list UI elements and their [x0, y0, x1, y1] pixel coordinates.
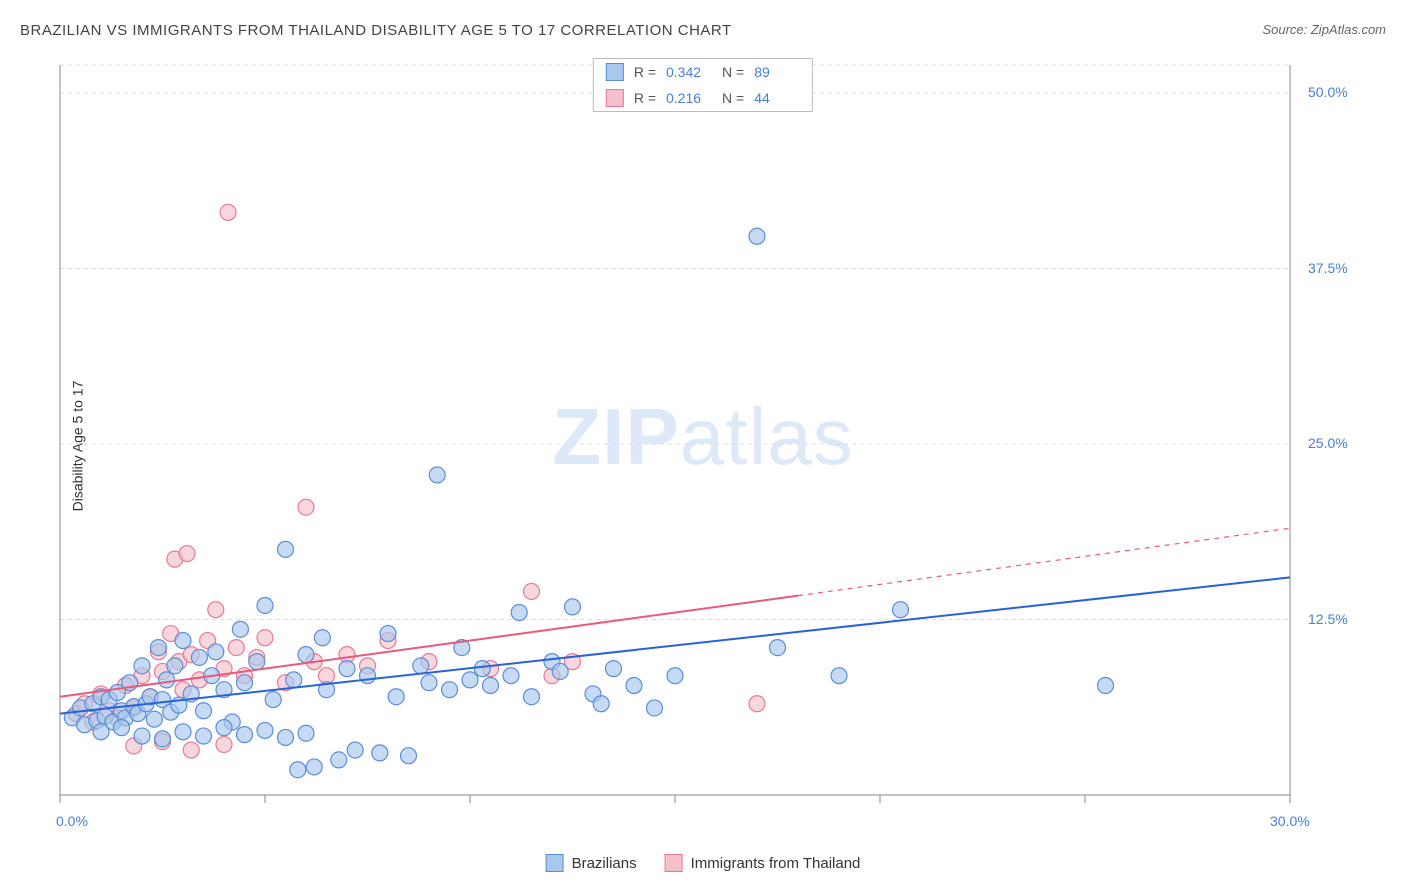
swatch-blue	[546, 854, 564, 872]
swatch-pink	[665, 854, 683, 872]
r-value-brazilians: 0.342	[666, 64, 712, 80]
legend-row-brazilians: R = 0.342 N = 89	[594, 59, 812, 85]
series-legend: Brazilians Immigrants from Thailand	[546, 854, 861, 872]
correlation-legend: R = 0.342 N = 89 R = 0.216 N = 44	[593, 58, 813, 112]
y-tick-label: 25.0%	[1308, 435, 1348, 451]
swatch-blue	[606, 63, 624, 81]
legend-item-thailand: Immigrants from Thailand	[665, 854, 861, 872]
legend-label-brazilians: Brazilians	[572, 855, 637, 872]
y-tick-label: 50.0%	[1308, 84, 1348, 100]
x-tick-label: 30.0%	[1270, 813, 1310, 829]
legend-item-brazilians: Brazilians	[546, 854, 637, 872]
y-tick-label: 12.5%	[1308, 611, 1348, 627]
n-label: N =	[722, 90, 744, 106]
legend-label-thailand: Immigrants from Thailand	[691, 855, 861, 872]
n-label: N =	[722, 64, 744, 80]
scatter-plot	[50, 55, 1300, 825]
y-tick-label: 37.5%	[1308, 260, 1348, 276]
n-value-brazilians: 89	[754, 64, 800, 80]
chart-title: BRAZILIAN VS IMMIGRANTS FROM THAILAND DI…	[20, 22, 732, 39]
n-value-thailand: 44	[754, 90, 800, 106]
source-attribution: Source: ZipAtlas.com	[1262, 22, 1386, 39]
x-tick-label: 0.0%	[56, 813, 88, 829]
r-label: R =	[634, 90, 656, 106]
legend-row-thailand: R = 0.216 N = 44	[594, 85, 812, 111]
r-label: R =	[634, 64, 656, 80]
r-value-thailand: 0.216	[666, 90, 712, 106]
swatch-pink	[606, 89, 624, 107]
